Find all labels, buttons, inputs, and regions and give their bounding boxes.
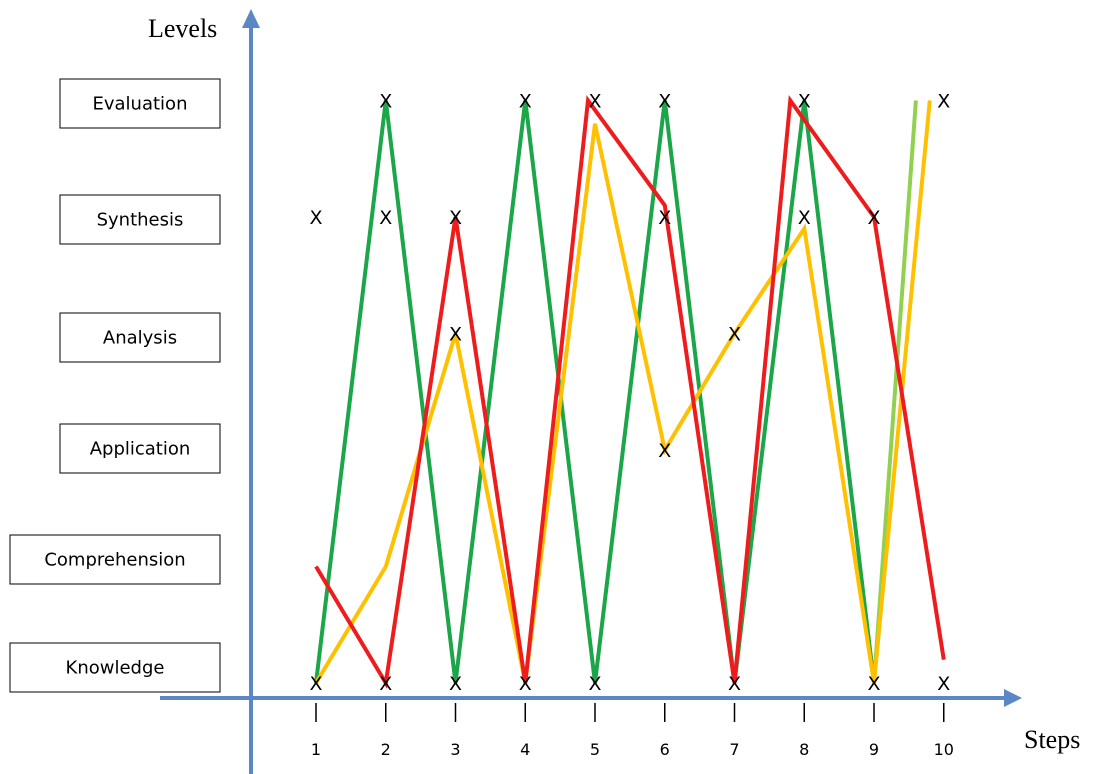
- level-box: [9, 642, 221, 693]
- x-marker: X: [519, 91, 532, 113]
- x-marker: X: [449, 324, 462, 346]
- level-analysis: Analysis: [59, 312, 221, 363]
- level-label: Knowledge: [66, 658, 165, 679]
- level-label: Comprehension: [44, 550, 185, 571]
- x-marker: X: [867, 673, 880, 695]
- level-application: Application: [59, 423, 221, 474]
- tick-layer: 1 2 3 4 5 6 7 8 9 10: [311, 703, 954, 759]
- axis-layer: Levels Steps: [148, 9, 1080, 774]
- x-marker: X: [658, 91, 671, 113]
- x-marker: X: [309, 673, 322, 695]
- x-marker: X: [379, 91, 392, 113]
- x-tick-label: 4: [520, 740, 530, 759]
- level-knowledge: Knowledge: [9, 642, 221, 693]
- x-marker: X: [449, 673, 462, 695]
- level-layer: Knowledge Comprehension Application Analysi…: [9, 78, 221, 693]
- x-marker: X: [937, 91, 950, 113]
- x-marker: X: [658, 440, 671, 462]
- level-box: [9, 534, 221, 585]
- x-marker: X: [658, 207, 671, 229]
- y-axis-title: Levels: [148, 14, 217, 43]
- x-marker: X: [798, 91, 811, 113]
- y-axis-arrow: [242, 9, 260, 28]
- x-tick-label: 6: [660, 740, 670, 759]
- series-line-light_green: [872, 100, 918, 684]
- x-tick-label: 2: [381, 740, 391, 759]
- series-layer: [314, 95, 946, 689]
- series-line-red: [314, 95, 946, 689]
- level-box: [59, 423, 221, 474]
- x-marker: X: [449, 207, 462, 229]
- level-label: Application: [90, 439, 191, 460]
- x-tick-label: 5: [590, 740, 600, 759]
- marker-layer: X X X X X X X X X X X X X X X X X X X X X X X: [309, 91, 950, 696]
- x-marker: X: [937, 673, 950, 695]
- x-marker: X: [379, 207, 392, 229]
- x-marker: X: [728, 673, 741, 695]
- level-box: [59, 312, 221, 363]
- x-marker: X: [519, 673, 532, 695]
- x-marker: X: [309, 207, 322, 229]
- level-label: Synthesis: [97, 210, 184, 231]
- level-label: Evaluation: [93, 94, 188, 115]
- level-evaluation: Evaluation: [59, 78, 221, 129]
- x-tick-label: 3: [450, 740, 460, 759]
- x-tick-label: 7: [729, 740, 739, 759]
- x-marker: X: [798, 207, 811, 229]
- x-marker: X: [379, 673, 392, 695]
- x-axis-title: Steps: [1024, 725, 1080, 754]
- level-synthesis: Synthesis: [59, 194, 221, 245]
- x-tick-label: 9: [869, 740, 879, 759]
- level-label: Analysis: [103, 328, 177, 349]
- x-marker: X: [588, 91, 601, 113]
- x-tick-label: 8: [799, 740, 809, 759]
- level-box: [59, 78, 221, 129]
- x-tick-label: 10: [934, 740, 954, 759]
- series-line-green: [314, 100, 876, 684]
- x-marker: X: [588, 673, 601, 695]
- level-box: [59, 194, 221, 245]
- level-comprehension: Comprehension: [9, 534, 221, 585]
- x-tick-label: 1: [311, 740, 321, 759]
- x-marker: X: [867, 207, 880, 229]
- x-axis-arrow: [1004, 689, 1022, 707]
- x-marker: X: [728, 324, 741, 346]
